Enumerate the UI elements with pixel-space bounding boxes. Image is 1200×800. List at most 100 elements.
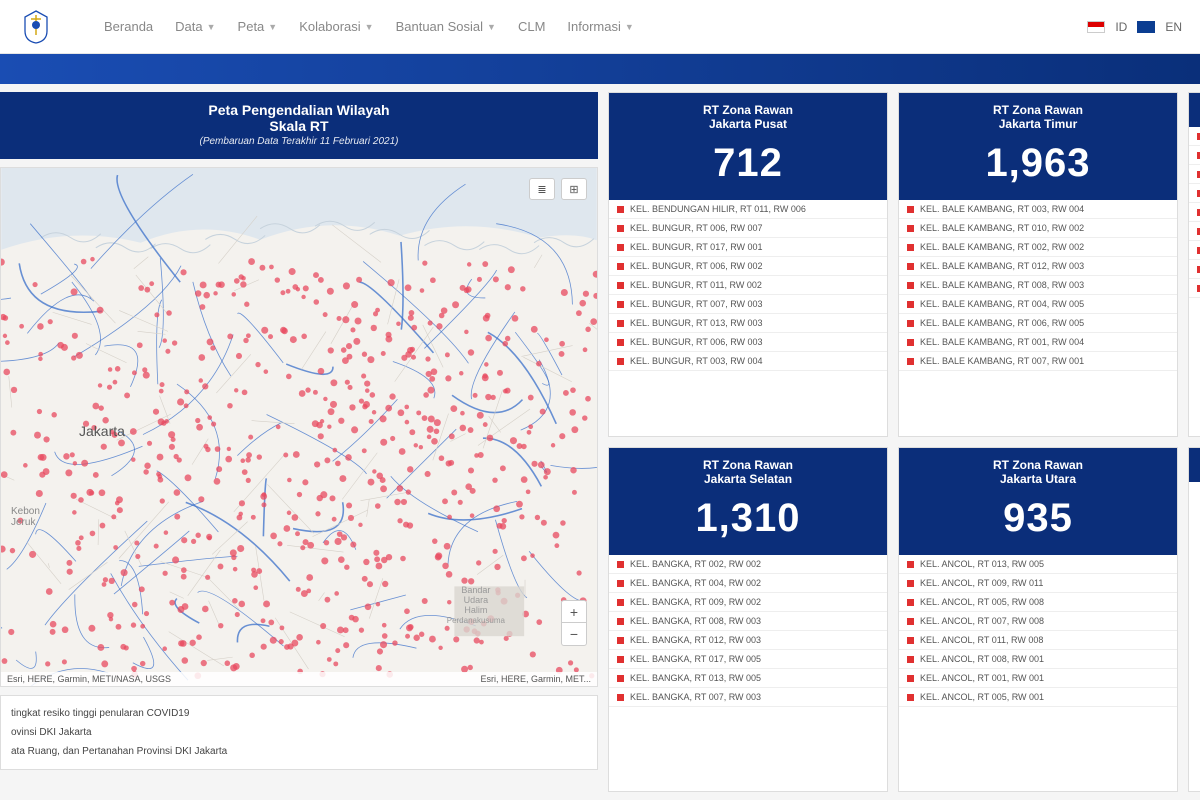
list-item[interactable]: KEL. AN (1189, 222, 1200, 241)
list-item[interactable]: KEL. BALE KAMBANG, RT 008, RW 003 (899, 276, 1177, 295)
list-item[interactable]: KEL. BALE KAMBANG, RT 001, RW 004 (899, 333, 1177, 352)
caret-icon: ▼ (268, 22, 277, 32)
map-subtitle: (Pembaruan Data Terakhir 11 Februari 202… (8, 136, 590, 147)
list-item[interactable]: KEL. ANCOL, RT 009, RW 011 (899, 574, 1177, 593)
list-item-label: KEL. BENDUNGAN HILIR, RT 011, RW 006 (630, 204, 806, 214)
marker-icon (617, 225, 624, 232)
lang-id[interactable]: ID (1115, 20, 1127, 34)
nav: Beranda Data▼ Peta▼ Kolaborasi▼ Bantuan Sosi… (104, 19, 634, 34)
list-item[interactable]: KEL. ANCOL, RT 011, RW 008 (899, 631, 1177, 650)
list-item[interactable]: KEL. BALE KAMBANG, RT 004, RW 005 (899, 295, 1177, 314)
list-item[interactable]: KEL. BUNGUR, RT 007, RW 003 (609, 295, 887, 314)
list-item-label: KEL. BUNGUR, RT 006, RW 002 (630, 261, 763, 271)
card-subtitle: Jakarta Pusat (615, 117, 881, 131)
marker-icon (617, 263, 624, 270)
list-item-label: KEL. ANCOL, RT 011, RW 008 (920, 635, 1043, 645)
list-item-label: KEL. BALE KAMBANG, RT 003, RW 004 (920, 204, 1084, 214)
card-list: KEL. ANCOL, RT 013, RW 005 KEL. ANCOL, RT… (899, 555, 1177, 791)
list-item[interactable]: KEL. BALE KAMBANG, RT 010, RW 002 (899, 219, 1177, 238)
list-item[interactable]: KEL. BANGKA, RT 004, RW 002 (609, 574, 887, 593)
list-item[interactable]: KEL. ANCOL, RT 013, RW 005 (899, 555, 1177, 574)
list-item[interactable]: KEL. BUNGUR, RT 006, RW 003 (609, 333, 887, 352)
card-value: 1,310 (615, 496, 881, 541)
list-item[interactable]: KEL. BUNGUR, RT 006, RW 002 (609, 257, 887, 276)
nav-item-clm[interactable]: CLM (518, 19, 545, 34)
list-item-label: KEL. BANGKA, RT 002, RW 002 (630, 559, 761, 569)
nav-item-beranda[interactable]: Beranda (104, 19, 153, 34)
list-item[interactable]: KEL. ANCOL, RT 001, RW 001 (899, 669, 1177, 688)
content: Peta Pengendalian Wilayah Skala RT (Pemb… (0, 84, 1200, 800)
marker-icon (907, 599, 914, 606)
marker-icon (617, 618, 624, 625)
list-item-label: KEL. ANCOL, RT 001, RW 001 (920, 673, 1044, 683)
list-item[interactable]: KEL. AN (1189, 127, 1200, 146)
nav-item-data[interactable]: Data▼ (175, 19, 215, 34)
card-header: RT Zona RawanJakarta Pusat712 (609, 93, 887, 200)
list-item-label: KEL. ANCOL, RT 009, RW 011 (920, 578, 1043, 588)
list-item[interactable]: KEL. BUNGUR, RT 013, RW 003 (609, 314, 887, 333)
map-label-kebon: KebonJeruk (11, 506, 40, 528)
nav-item-bantuan sosial[interactable]: Bantuan Sosial▼ (396, 19, 496, 34)
list-item[interactable]: KEL. AN (1189, 184, 1200, 203)
list-item[interactable]: KEL. BUNGUR, RT 006, RW 007 (609, 219, 887, 238)
list-item[interactable]: KEL. BANGKA, RT 009, RW 002 (609, 593, 887, 612)
zoom-control: + − (561, 600, 587, 646)
list-item[interactable]: KEL. BANGKA, RT 017, RW 005 (609, 650, 887, 669)
list-item[interactable]: KEL. ANCOL, RT 005, RW 008 (899, 593, 1177, 612)
card-title: RT Zona Rawan (905, 458, 1171, 472)
list-item[interactable]: KEL. BALE KAMBANG, RT 002, RW 002 (899, 238, 1177, 257)
list-item[interactable]: KEL. BALE KAMBANG, RT 006, RW 005 (899, 314, 1177, 333)
list-item[interactable]: KEL. BUNGUR, RT 003, RW 004 (609, 352, 887, 371)
nav-item-informasi[interactable]: Informasi▼ (567, 19, 633, 34)
list-item[interactable]: KEL. ANCOL, RT 008, RW 001 (899, 650, 1177, 669)
list-item-label: KEL. BUNGUR, RT 006, RW 007 (630, 223, 763, 233)
list-item[interactable]: KEL. BANGKA, RT 013, RW 005 (609, 669, 887, 688)
legend-button[interactable]: ≣ (529, 178, 555, 200)
list-item-label: KEL. ANCOL, RT 005, RW 001 (920, 692, 1044, 702)
stat-card: RT Zona RawanJakarta Utara935KEL. ANCOL,… (898, 447, 1178, 792)
basemap-button[interactable]: ⊞ (561, 178, 587, 200)
zoom-out-button[interactable]: − (562, 623, 586, 645)
marker-icon (617, 561, 624, 568)
caret-icon: ▼ (365, 22, 374, 32)
marker-icon (617, 282, 624, 289)
list-item[interactable]: KEL. AN (1189, 165, 1200, 184)
list-item[interactable]: KEL. ANCOL, RT 007, RW 008 (899, 612, 1177, 631)
list-item[interactable]: KEL. BALE KAMBANG, RT 007, RW 001 (899, 352, 1177, 371)
marker-icon (907, 675, 914, 682)
list-item[interactable]: KEL. BUNGUR, RT 017, RW 001 (609, 238, 887, 257)
list-item-label: KEL. BALE KAMBANG, RT 007, RW 001 (920, 356, 1084, 366)
flag-id-icon[interactable] (1087, 21, 1105, 33)
lang-en[interactable]: EN (1165, 20, 1182, 34)
list-item[interactable]: KEL. AN (1189, 146, 1200, 165)
marker-icon (617, 301, 624, 308)
marker-icon (907, 580, 914, 587)
map[interactable]: ≣ ⊞ + − Esri, HERE, Garmin, METI/NASA, U… (0, 167, 598, 687)
zoom-in-button[interactable]: + (562, 601, 586, 623)
nav-item-kolaborasi[interactable]: Kolaborasi▼ (299, 19, 373, 34)
list-item[interactable]: KEL. AN (1189, 241, 1200, 260)
marker-icon (617, 675, 624, 682)
list-item[interactable]: KEL. BENDUNGAN HILIR, RT 011, RW 006 (609, 200, 887, 219)
list-item[interactable]: KEL. BANGKA, RT 007, RW 003 (609, 688, 887, 707)
list-item[interactable]: KEL. BANGKA, RT 002, RW 002 (609, 555, 887, 574)
list-item[interactable]: KEL. BUNGUR, RT 011, RW 002 (609, 276, 887, 295)
flag-en-icon[interactable] (1137, 21, 1155, 33)
marker-icon (617, 580, 624, 587)
card-list (1189, 482, 1200, 791)
list-item[interactable]: KEL. AN (1189, 260, 1200, 279)
list-item[interactable]: KEL. BALE KAMBANG, RT 003, RW 004 (899, 200, 1177, 219)
nav-item-peta[interactable]: Peta▼ (238, 19, 278, 34)
list-item[interactable]: KEL. ANCOL, RT 005, RW 001 (899, 688, 1177, 707)
list-item[interactable]: KEL. BALE KAMBANG, RT 012, RW 003 (899, 257, 1177, 276)
list-item[interactable]: KEL. BANGKA, RT 012, RW 003 (609, 631, 887, 650)
marker-icon (617, 599, 624, 606)
list-item[interactable]: KEL. AN (1189, 279, 1200, 298)
map-title-2: Skala RT (8, 118, 590, 134)
list-item[interactable]: KEL. BANGKA, RT 008, RW 003 (609, 612, 887, 631)
list-item-label: KEL. ANCOL, RT 008, RW 001 (920, 654, 1044, 664)
marker-icon (907, 320, 914, 327)
list-item-label: KEL. BALE KAMBANG, RT 001, RW 004 (920, 337, 1084, 347)
list-item[interactable]: KEL. AN (1189, 203, 1200, 222)
list-item-label: KEL. BALE KAMBANG, RT 002, RW 002 (920, 242, 1084, 252)
